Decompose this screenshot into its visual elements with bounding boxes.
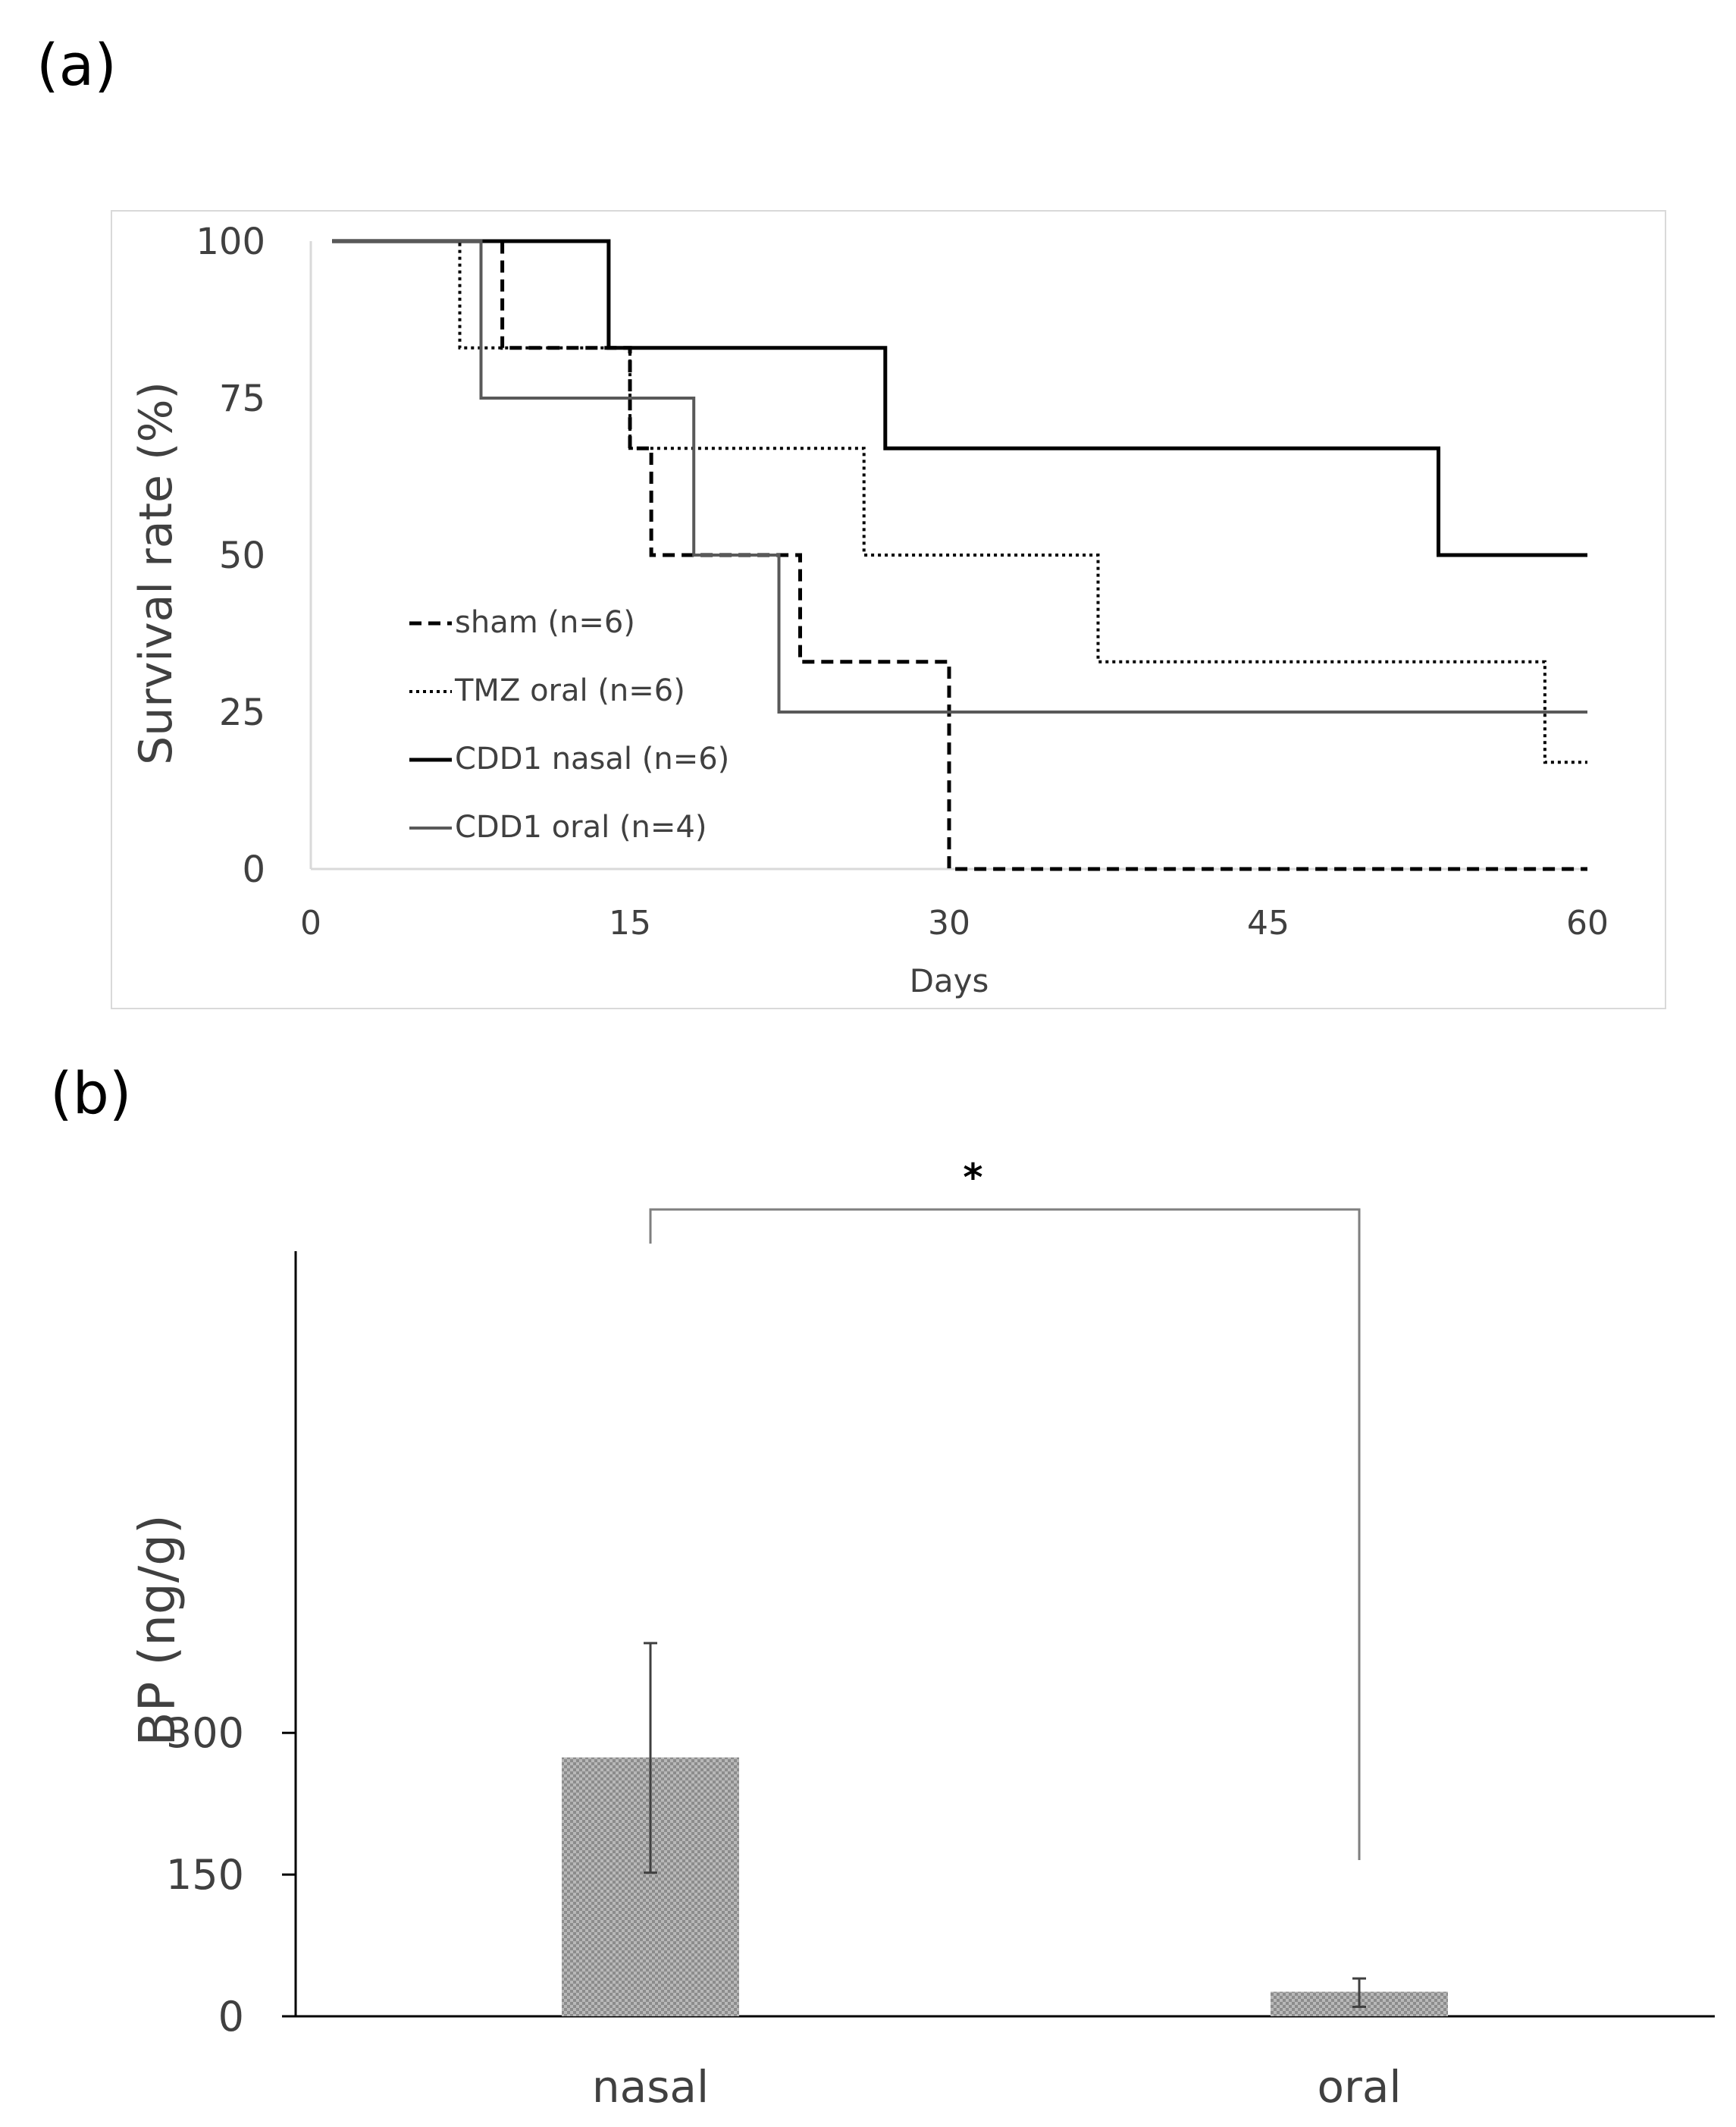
- y-tick-label: 0: [218, 1993, 244, 2041]
- panel-label-b: (b): [50, 1059, 132, 1127]
- legend-label-1: sham (n=6): [455, 605, 635, 640]
- legend-label-2: TMZ oral (n=6): [454, 673, 685, 708]
- y-tick-label: 100: [196, 221, 265, 263]
- survival-chart: 0 25 50 75 100 0 15 30 45 60 sham (n=6) TMZ oral …: [130, 221, 1609, 999]
- y-tick-label: 50: [219, 535, 265, 577]
- y-tick-label: 300: [166, 1709, 244, 1757]
- panel-label-a: (a): [36, 31, 117, 99]
- significance-marker: *: [963, 1156, 982, 1200]
- legend-label-4: CDD1 oral (n=4): [455, 810, 707, 845]
- series-line-1: [332, 239, 1587, 871]
- legend-label-3: CDD1 nasal (n=6): [455, 742, 729, 776]
- y-tick-label: 75: [219, 378, 265, 420]
- x-tick-label: 30: [928, 904, 970, 943]
- chart-b-y-axis-title: BP (ng/g): [128, 1514, 186, 1746]
- significance-bracket: [649, 1208, 1361, 1860]
- y-tick-label: 25: [219, 692, 265, 734]
- series-line-4: [332, 240, 1587, 714]
- x-tick-label: 0: [300, 904, 321, 943]
- chart-a-y-axis-title: Survival rate (%): [130, 381, 183, 765]
- category-label-nasal: nasal: [592, 2061, 709, 2113]
- x-tick-label: 15: [609, 904, 651, 943]
- chart-a-x-axis-title: Days: [910, 962, 989, 999]
- x-tick-label: 45: [1247, 904, 1289, 943]
- series-line-3: [332, 239, 1587, 557]
- chart-a-frame: [111, 210, 1666, 1009]
- y-tick-label: 150: [166, 1851, 244, 1899]
- series-line-2: [332, 240, 1587, 764]
- bar-chart: 0 150 300 nasal oral * BP (ng/g): [128, 1156, 1715, 2113]
- x-tick-label: 60: [1566, 904, 1609, 943]
- category-label-oral: oral: [1318, 2061, 1402, 2113]
- y-tick-label: 0: [242, 849, 265, 891]
